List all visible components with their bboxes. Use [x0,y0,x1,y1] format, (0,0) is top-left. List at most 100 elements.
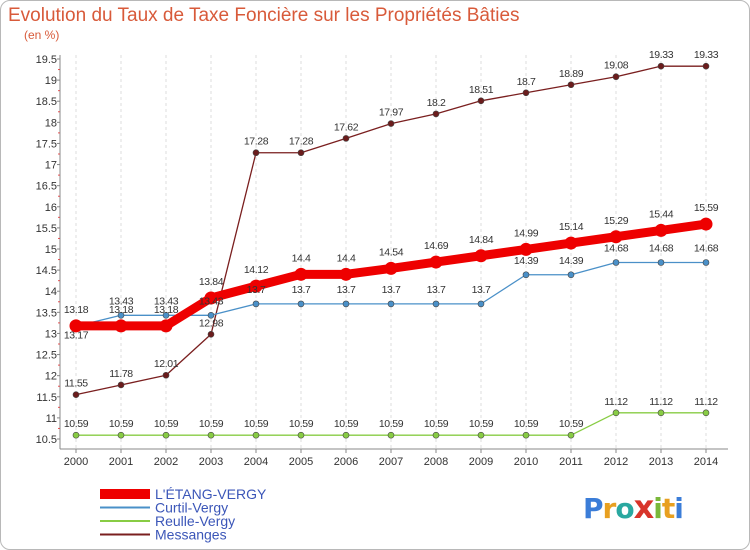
y-tick-label: 16 [45,202,57,214]
y-tick-label: 14 [45,286,57,298]
data-label: 11.12 [604,396,628,408]
data-point [342,300,350,308]
logo-letter: i [653,492,663,525]
x-tick-label: 2013 [649,456,673,468]
y-tick-label: 18 [45,117,57,129]
data-point [72,431,80,439]
data-point [252,431,260,439]
data-point [612,73,620,81]
data-labels: 13.18 13.18 13.18 13.84 14.12 14.4 14.4 14.54 14… [64,49,719,430]
data-label: 13.7 [382,284,401,296]
data-point [252,149,260,157]
data-label: 13.43 [199,295,224,307]
data-point [702,62,710,70]
data-label: 17.28 [289,136,314,148]
data-point [342,135,350,142]
logo-letter: r [602,492,617,525]
data-label: 13.7 [472,284,491,296]
data-point [522,271,530,279]
legend-label: Messanges [155,527,227,543]
legend-label: Curtil-Vergy [155,500,228,516]
y-tick-label: 13.5 [36,307,57,319]
y-tick-label: 10.5 [36,434,57,446]
data-label: 14.99 [514,227,539,239]
x-tick-label: 2004 [244,456,268,468]
data-point [612,409,620,417]
y-tick-label: 12 [45,371,57,383]
data-label: 11.12 [649,396,673,408]
x-tick-label: 2010 [514,456,538,468]
x-tick-label: 2006 [334,456,358,468]
data-point [432,110,440,118]
x-tick-label: 2001 [109,456,133,468]
data-label: 10.59 [199,418,224,430]
data-label: 13.7 [337,284,356,296]
logo-letter: P [583,492,604,525]
x-tick-label: 2007 [379,456,403,468]
data-label: 13.43 [154,295,179,307]
x-tick-label: 2012 [604,456,628,468]
y-tick-label: 17 [45,160,57,172]
data-point [612,259,620,266]
data-point [477,300,485,308]
data-label: 10.59 [289,418,314,430]
data-point [72,391,80,398]
y-tick-label: 13 [45,328,57,340]
data-point [297,149,305,157]
data-point [114,319,128,333]
data-label: 14.12 [244,264,269,276]
series-lines [69,62,713,439]
data-point [204,291,218,305]
y-tick-label: 19 [45,75,57,87]
data-point [294,267,308,281]
data-label: 15.29 [604,215,629,227]
data-point [117,381,125,389]
data-point [567,271,575,279]
logo-letter: t [661,492,675,525]
data-label: 19.33 [649,49,674,61]
data-label: 14.4 [292,252,311,264]
data-point [387,431,395,439]
data-label: 15.14 [559,221,584,233]
data-point [207,431,215,439]
data-label: 14.68 [649,243,674,255]
legend-label: L'ÉTANG-VERGY [155,486,267,502]
data-point [117,311,125,319]
y-tick-label: 17.5 [36,138,57,150]
x-tick-label: 2000 [64,456,88,468]
data-label: 19.33 [694,49,719,61]
data-label: 12.98 [199,317,224,329]
data-point [297,431,305,439]
data-point [567,81,575,89]
data-label: 10.59 [244,418,269,430]
data-label: 10.59 [469,418,494,430]
data-label: 13.43 [109,295,134,307]
data-label: 10.59 [109,418,134,430]
y-tick-label: 16.5 [36,181,57,193]
data-label: 17.28 [244,136,269,148]
y-tick-label: 15 [45,244,57,256]
data-label: 14.4 [337,252,356,264]
data-label: 14.68 [694,243,719,255]
data-point [162,311,170,319]
data-point [522,431,530,439]
y-tick-label: 11 [46,413,57,425]
data-label: 17.62 [334,121,359,133]
data-point [432,300,440,308]
data-label: 14.39 [559,255,584,267]
data-label: 13.7 [292,284,311,296]
data-point [339,267,353,281]
y-tick-label: 14.5 [36,265,57,277]
x-tick-label: 2014 [694,456,718,468]
data-point [387,120,395,127]
data-point [432,431,440,439]
data-point [522,89,530,97]
legend-label: Reulle-Vergy [155,513,235,529]
data-point [162,371,170,379]
data-label: 13.84 [199,276,224,288]
data-point [609,230,623,244]
data-label: 14.54 [379,246,404,258]
logo-letter: i [674,492,684,525]
y-tick-label: 15.5 [36,223,57,235]
